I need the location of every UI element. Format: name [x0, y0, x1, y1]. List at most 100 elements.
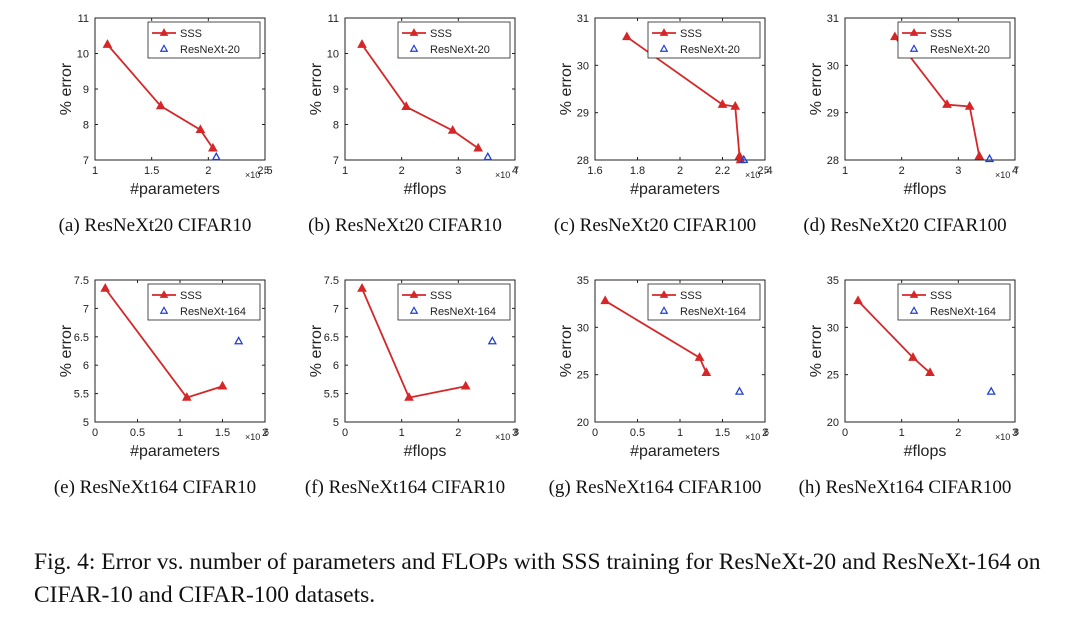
- y-tick-label: 25: [827, 370, 839, 382]
- legend-sss-label: SSS: [180, 290, 202, 302]
- x-scale-exponent: 7: [514, 165, 519, 175]
- legend-box: [397, 283, 511, 321]
- chart-e: 0 0.5 1 1.5 2 5 5.5 6 6.5 7 7.5 #parameters % error ×…: [58, 275, 269, 460]
- x-tick-label: 1.8: [630, 165, 645, 177]
- legend-baseline-label: ResNeXt-20: [180, 44, 240, 56]
- legend-sss-label: SSS: [180, 28, 202, 40]
- sss-point: [694, 352, 705, 361]
- y-axis-label: % error: [808, 62, 825, 115]
- legend: SSS ResNeXt-20: [647, 21, 761, 59]
- subplot-caption-e: (e) ResNeXt164 CIFAR10: [53, 477, 257, 498]
- legend-sss-label: SSS: [430, 28, 452, 40]
- y-tick-label: 5: [83, 417, 89, 429]
- legend-box: [647, 283, 761, 321]
- y-axis-label: % error: [558, 62, 575, 115]
- subplot-d: 1 2 3 4 28 29 30 31 #flops % error ×10 7 SSS ResNeXt-…: [780, 0, 1030, 236]
- x-tick-label: 1.5: [715, 427, 730, 439]
- baseline-point: [483, 151, 493, 161]
- x-tick-label: 4: [1012, 165, 1018, 177]
- y-tick-label: 35: [577, 275, 589, 287]
- baseline-point: [986, 386, 996, 395]
- legend-baseline-marker: [909, 306, 919, 314]
- x-scale-multiplier: ×10: [995, 170, 1010, 180]
- subplot-caption-a: (a) ResNeXt20 CIFAR10: [58, 215, 252, 236]
- sss-point: [701, 367, 712, 377]
- x-tick-label: 0.5: [630, 427, 645, 439]
- x-tick-label: 2.5: [257, 165, 272, 177]
- x-tick-label: 1: [842, 165, 848, 177]
- x-scale-multiplier: ×10: [245, 170, 260, 180]
- legend-sss-marker: [659, 28, 669, 36]
- x-axis-label: #flops: [904, 181, 947, 198]
- sss-point: [473, 142, 484, 152]
- y-tick-label: 20: [577, 417, 589, 429]
- sss-point: [102, 39, 113, 48]
- sss-point: [155, 100, 166, 110]
- x-tick-label: 3: [455, 165, 461, 177]
- y-axis-label: % error: [58, 324, 75, 377]
- y-tick-label: 7: [83, 303, 89, 315]
- legend: SSS ResNeXt-20: [897, 21, 1011, 59]
- x-tick-label: 1: [177, 427, 183, 439]
- chart-d: 1 2 3 4 28 29 30 31 #flops % error ×10 7 SSS ResNeXt-…: [808, 13, 1019, 198]
- legend-baseline-label: ResNeXt-20: [930, 44, 990, 56]
- x-scale-multiplier: ×10: [495, 432, 510, 442]
- legend-baseline-label: ResNeXt-164: [430, 306, 496, 318]
- y-tick-label: 7.5: [324, 275, 339, 287]
- x-scale-multiplier: ×10: [245, 432, 260, 442]
- sss-series-line: [361, 44, 479, 150]
- chart-a: 1 1.5 2 2.5 7 8 9 10 11 #parameters % error ×10 5 SSS…: [58, 13, 273, 198]
- x-tick-label: 2.4: [757, 165, 772, 177]
- y-axis-label: % error: [558, 324, 575, 377]
- x-tick-label: 2.2: [715, 165, 730, 177]
- sss-series-line: [894, 36, 981, 157]
- legend-box: [147, 283, 261, 321]
- x-tick-label: 1: [899, 427, 905, 439]
- x-tick-label: 3: [1012, 427, 1018, 439]
- legend-box: [147, 21, 261, 59]
- chart-h: 0 1 2 3 20 25 30 35 #flops % error ×10 8 SSS ResNeXt-…: [808, 275, 1019, 460]
- x-axis-label: #parameters: [130, 181, 220, 198]
- x-tick-label: 3: [955, 165, 961, 177]
- x-scale-exponent: 5: [764, 165, 769, 175]
- x-tick-label: 2: [262, 427, 268, 439]
- subplot-caption-h: (h) ResNeXt164 CIFAR100: [798, 477, 1012, 498]
- legend-sss-label: SSS: [930, 28, 952, 40]
- y-tick-label: 5.5: [324, 389, 339, 401]
- y-tick-label: 11: [328, 13, 339, 25]
- legend-baseline-marker: [909, 44, 919, 52]
- baseline-point: [211, 151, 221, 161]
- subplot-f: 0 1 2 3 5 5.5 6 6.5 7 7.5 #flops % error ×10 8 SSS ResN…: [280, 262, 530, 498]
- legend-baseline-label: ResNeXt-164: [180, 306, 246, 318]
- subplot-caption-b: (b) ResNeXt20 CIFAR10: [308, 215, 502, 236]
- sss-point: [447, 125, 458, 134]
- legend-box: [897, 283, 1011, 321]
- legend-baseline-label: ResNeXt-20: [680, 44, 740, 56]
- y-tick-label: 5: [333, 417, 339, 429]
- y-tick-label: 20: [827, 417, 839, 429]
- x-scale-exponent: 8: [1014, 427, 1019, 437]
- x-scale-exponent: 6: [264, 427, 269, 437]
- subplot-e: 0 0.5 1 1.5 2 5 5.5 6 6.5 7 7.5 #parameters % error ×…: [30, 262, 280, 498]
- y-tick-label: 7: [333, 303, 339, 315]
- sss-point: [404, 392, 414, 401]
- legend-baseline-marker: [409, 306, 419, 314]
- x-scale-multiplier: ×10: [745, 432, 760, 442]
- subplot-caption-f: (f) ResNeXt164 CIFAR10: [304, 477, 506, 498]
- x-tick-label: 1.6: [587, 165, 602, 177]
- y-axis-label: % error: [808, 324, 825, 377]
- sss-point: [401, 101, 412, 110]
- x-tick-label: 1: [92, 165, 98, 177]
- baseline-point: [984, 153, 995, 163]
- x-tick-label: 0: [342, 427, 348, 439]
- y-tick-label: 35: [827, 275, 839, 287]
- subplot-caption-g: (g) ResNeXt164 CIFAR100: [548, 477, 762, 498]
- baseline-point: [487, 336, 497, 345]
- y-axis-label: % error: [58, 62, 75, 115]
- sss-point: [853, 295, 863, 305]
- y-tick-label: 29: [577, 108, 589, 120]
- x-scale-exponent: 8: [514, 427, 519, 437]
- sss-point: [460, 380, 471, 390]
- y-tick-label: 31: [827, 13, 839, 25]
- baseline-point: [234, 336, 244, 345]
